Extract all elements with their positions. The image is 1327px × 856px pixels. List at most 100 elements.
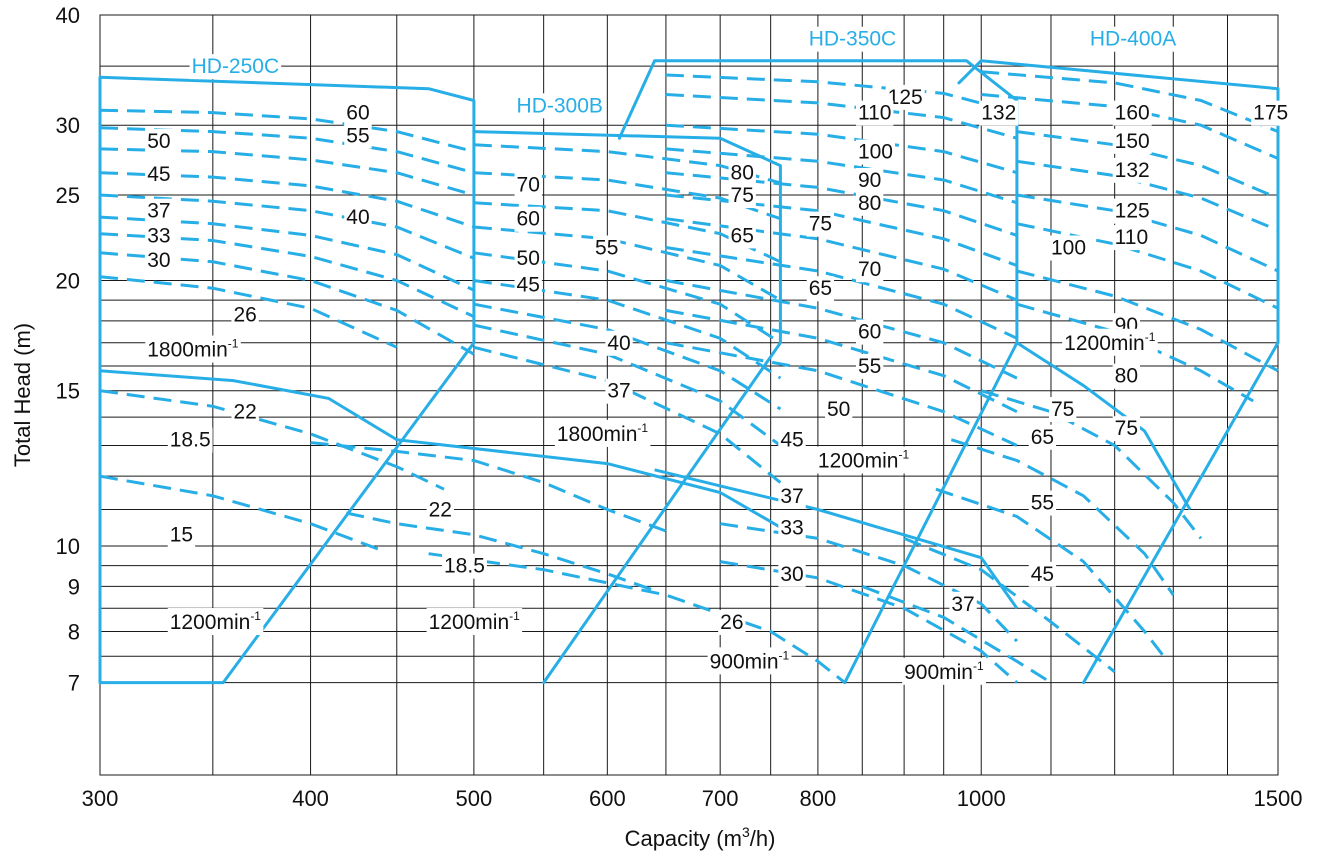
curve-label: 22 [429,498,452,521]
x-tick-label: 300 [82,786,119,811]
head-curve [980,389,1203,540]
head-curve [99,389,445,491]
model-envelope-hd-350c [617,59,1019,685]
head-curve [981,70,1279,133]
y-tick-label: 7 [68,671,80,696]
curve-label: 110 [858,102,891,125]
y-axis-title: Total Head (m) [10,323,35,467]
label-background [855,100,894,126]
curve-label: 26 [233,304,256,327]
label-background [514,272,542,298]
label-background [231,302,259,328]
label-background [442,553,487,579]
label-background [554,419,651,447]
curve-label: 75 [1115,417,1138,440]
x-tick-label: 600 [589,786,626,811]
curve-label: 110 [1115,226,1148,249]
head-curve [719,522,1018,643]
y-tick-label: 15 [56,379,80,404]
curve-label: 70 [858,258,881,281]
curve-label: 45 [517,273,540,296]
curve-label: 100 [858,141,893,164]
head-curve [1016,222,1279,310]
label-background [145,335,241,363]
head-curve [1016,159,1279,232]
label-background [1062,328,1158,356]
x-tick-label: 400 [292,786,329,811]
head-curve [345,511,656,593]
curve-label: 900min-1 [710,648,790,673]
label-background [778,561,806,587]
head-curve [99,147,475,197]
x-axis-title: Capacity (m3/h) [625,824,776,851]
head-curve [1016,269,1279,373]
head-curve [310,441,667,533]
label-background [806,276,835,302]
label-background [728,183,756,209]
y-tick-label: 25 [56,183,80,208]
curve-label: 60 [517,208,540,231]
curve-label: 55 [858,355,881,378]
curve-label: 26 [720,611,743,634]
head-curve [981,93,1279,160]
curve-label: 132 [1115,159,1150,182]
label-background [728,160,756,186]
label-background [855,139,896,165]
curve-label: 1200min-1 [818,448,910,473]
head-curve [950,438,1175,596]
model-label: HD-300B [517,94,603,117]
label-background [1112,198,1152,224]
label-background [778,515,806,541]
label-background [231,399,259,425]
head-curve [473,302,782,411]
head-curve [665,308,1018,414]
curve-label: 37 [780,485,803,508]
label-background [707,647,792,675]
curve-label: 125 [1115,200,1150,223]
curve-label: 75 [731,184,754,207]
label-background [167,522,196,548]
label-background [1112,100,1152,126]
head-curve [861,584,1052,684]
speed-boundary [1016,341,1192,511]
curve-label: 60 [858,321,881,344]
curve-label: 60 [346,102,369,125]
curve-label: 18.5 [444,555,485,578]
label-background [1048,397,1077,423]
label-background [514,93,605,119]
y-tick-label: 30 [56,113,80,138]
y-tick-label: 8 [68,619,80,644]
label-background [728,223,756,249]
curve-label: 45 [147,163,170,186]
model-envelope-hd-300b [472,130,782,685]
curve-label: 45 [1031,563,1054,586]
label-background [344,123,372,149]
head-curve [665,193,1018,267]
label-background [855,353,884,379]
model-label: HD-400A [1090,28,1176,51]
curve-label: 160 [1115,102,1150,125]
label-background [1028,424,1057,450]
curve-label: 37 [147,200,170,223]
label-background [426,497,454,523]
label-background [806,211,835,237]
y-tick-label: 40 [56,3,80,28]
label-background [605,330,633,356]
head-curve [665,217,1018,302]
label-background [778,483,806,509]
label-background [949,591,977,617]
y-tick-label: 20 [56,269,80,294]
head-curve [1016,302,1254,403]
label-background [778,427,806,453]
curve-label: 75 [1051,398,1074,421]
x-tick-label: 500 [456,786,493,811]
label-background [855,257,884,283]
curve-label: 55 [1031,492,1054,515]
curve-label: 55 [346,125,369,148]
curve-label: 50 [147,130,170,153]
label-background [1112,363,1141,389]
y-tick-label: 9 [68,574,80,599]
head-curve [99,474,381,552]
